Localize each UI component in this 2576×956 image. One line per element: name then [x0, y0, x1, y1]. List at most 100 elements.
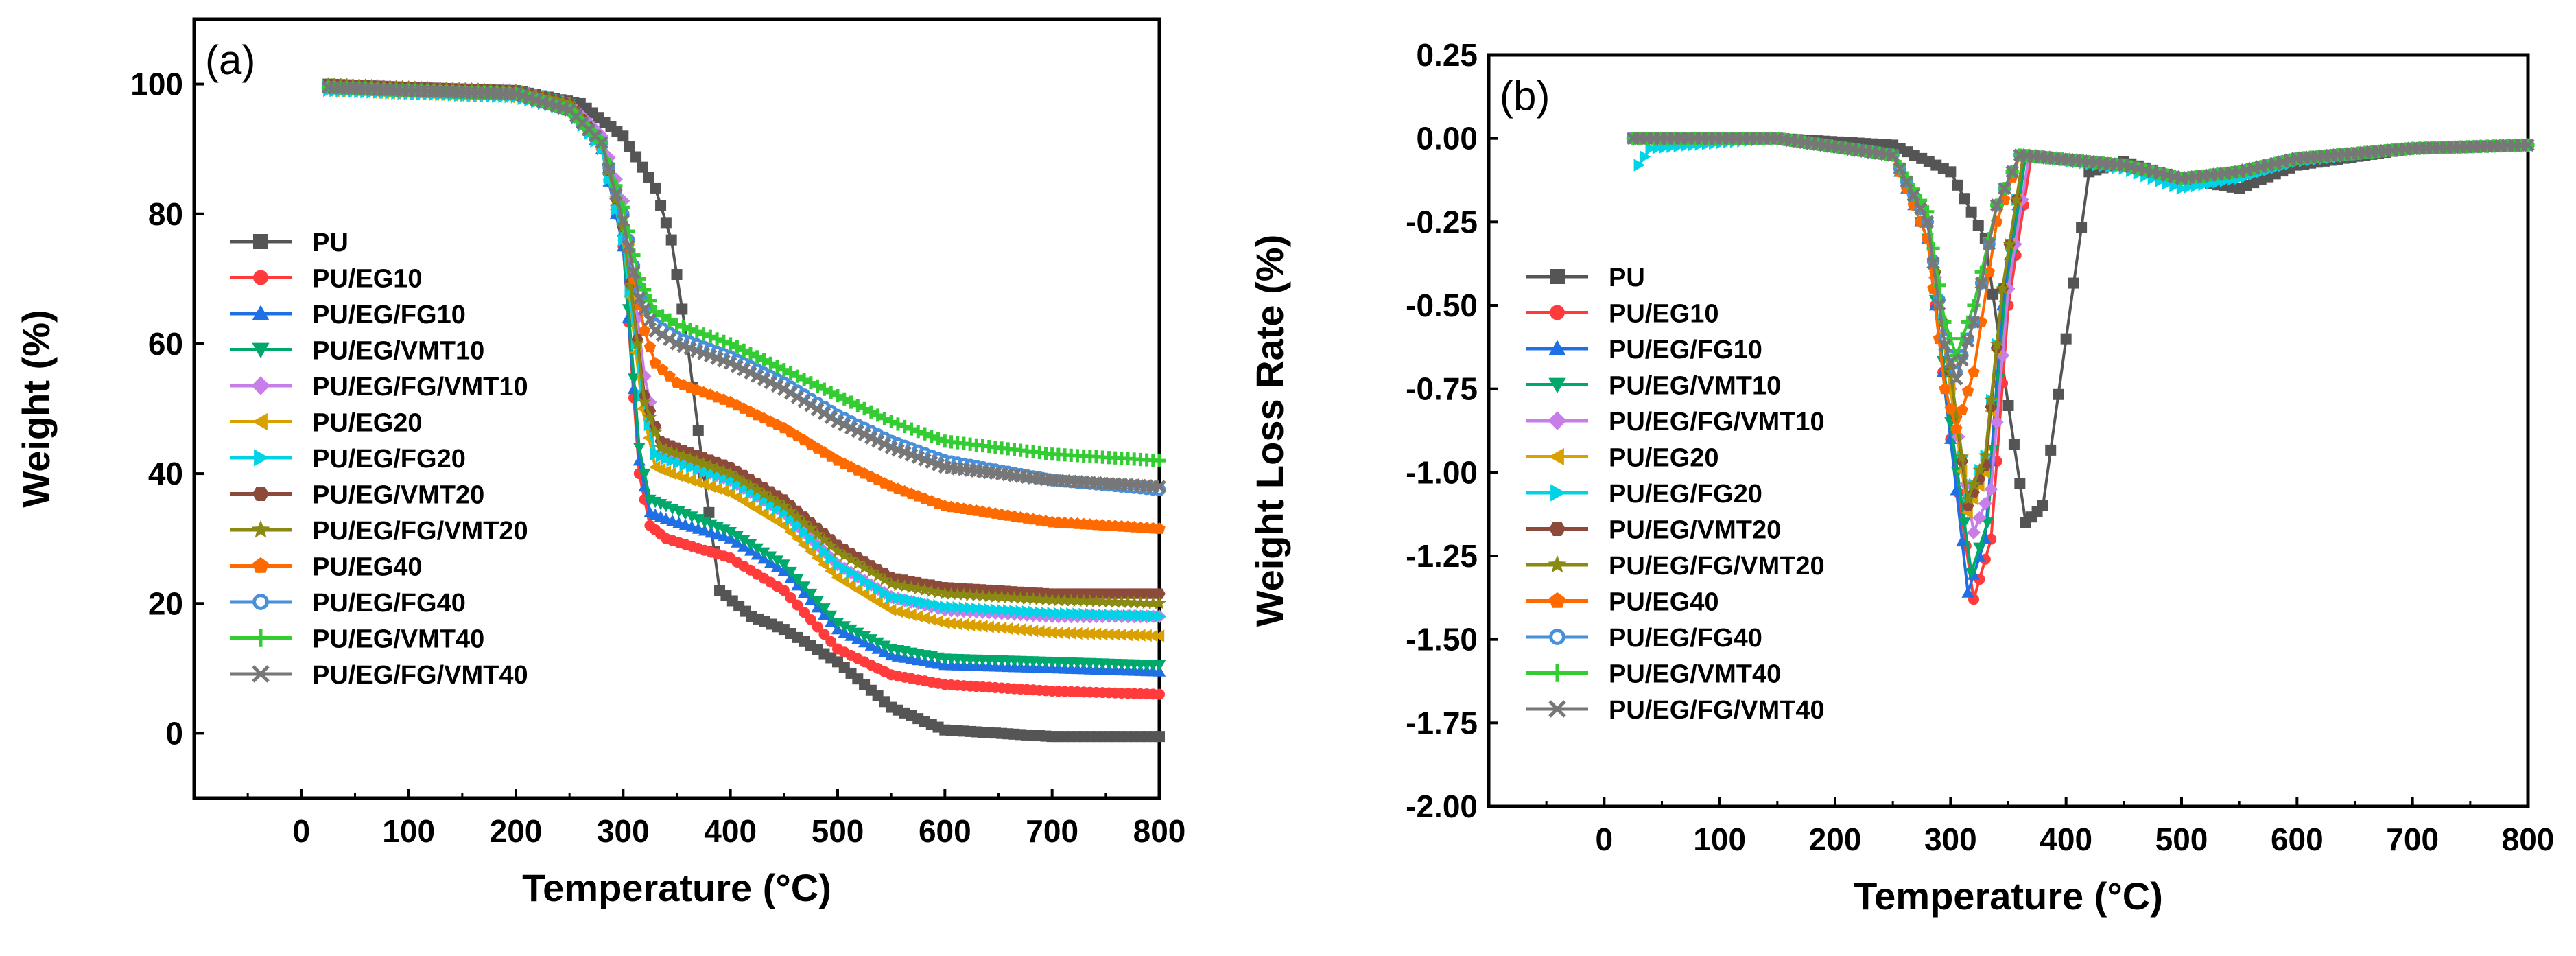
series-pu-eg-vmt20: [1627, 133, 2534, 511]
data-point-marker: [1033, 625, 1045, 638]
data-point-marker: [958, 601, 971, 614]
data-point-marker: [1083, 594, 1097, 607]
data-point-marker: [1886, 148, 1900, 162]
data-point-marker: [2014, 478, 2026, 489]
data-point-marker: [630, 336, 645, 350]
data-point-marker: [1926, 256, 1940, 270]
data-point-marker: [750, 369, 764, 383]
data-point-marker: [871, 568, 885, 582]
legend-label: PU/EG/VMT10: [312, 337, 484, 366]
data-point-marker: [1134, 629, 1146, 642]
data-point-marker: [710, 461, 724, 475]
legend-entry: PU/EG/FG/VMT40: [1526, 696, 1825, 725]
data-point-marker: [737, 474, 751, 488]
x-tick-label: 100: [382, 813, 435, 849]
x-tick-label: 0: [1596, 821, 1614, 857]
data-point-marker: [978, 603, 989, 616]
data-point-marker: [1140, 629, 1152, 642]
data-point-marker: [1129, 609, 1141, 622]
data-point-marker: [676, 320, 690, 334]
data-point-marker: [1115, 628, 1126, 642]
data-point-marker: [825, 610, 838, 622]
data-point-marker: [1121, 629, 1133, 642]
data-point-marker: [633, 291, 646, 305]
data-point-marker: [1932, 279, 1946, 292]
data-point-marker: [851, 399, 864, 412]
data-point-marker: [864, 431, 878, 445]
data-point-marker: [604, 173, 615, 186]
data-point-marker: [655, 328, 670, 342]
data-point-marker: [884, 415, 898, 429]
data-point-marker: [1956, 404, 1968, 415]
data-point-marker: [664, 445, 678, 458]
data-point-marker: [1950, 422, 1963, 434]
data-point-marker: [879, 586, 891, 600]
data-point-marker: [817, 533, 831, 546]
data-point-marker: [1949, 407, 1963, 421]
data-point-marker: [859, 574, 871, 587]
data-point-marker: [1952, 179, 1963, 191]
data-point-marker: [1091, 608, 1103, 621]
data-point-marker: [710, 332, 724, 346]
data-point-marker: [602, 161, 616, 176]
data-point-marker: [799, 607, 810, 618]
data-point-marker: [637, 302, 652, 316]
data-point-marker: [831, 544, 844, 557]
data-point-marker: [1987, 288, 1999, 300]
series-pu-eg20: [1627, 132, 2533, 519]
data-point-marker: [904, 580, 919, 594]
legend-label: PU: [1609, 264, 1645, 292]
data-point-marker: [750, 482, 764, 496]
data-point-marker: [853, 570, 864, 583]
data-point-marker: [970, 619, 982, 632]
data-point-marker: [792, 519, 804, 532]
data-point-marker: [777, 499, 791, 512]
data-point-marker: [595, 135, 608, 150]
series-line: [1633, 137, 2529, 573]
data-point-marker: [790, 369, 804, 383]
data-point-marker: [731, 531, 744, 543]
data-point-marker: [825, 636, 837, 647]
data-point-marker: [686, 460, 698, 474]
data-point-marker: [846, 566, 858, 579]
legend-label: PU/EG/VMT10: [1609, 372, 1781, 401]
data-point-marker: [797, 395, 811, 408]
data-point-marker: [982, 620, 994, 633]
data-point-marker: [1961, 334, 1975, 348]
data-point-marker: [1989, 198, 2004, 212]
data-point-marker: [924, 584, 938, 597]
x-tick-label: 500: [2155, 821, 2208, 857]
data-point-marker: [696, 456, 711, 470]
data-point-marker: [976, 620, 988, 633]
data-point-marker: [689, 454, 704, 467]
data-point-marker: [663, 313, 676, 327]
data-point-marker: [950, 587, 965, 601]
x-tick-label: 500: [812, 813, 864, 849]
series-pu-eg-fg-vmt20: [1626, 131, 2535, 505]
data-point-marker: [885, 603, 897, 616]
legend-marker: [254, 449, 270, 467]
data-point-marker: [671, 269, 683, 281]
legend-marker: [252, 665, 270, 683]
data-point-marker: [1041, 606, 1052, 620]
data-point-marker: [1944, 402, 1957, 415]
x-tick-label: 0: [293, 813, 311, 849]
data-point-marker: [1026, 625, 1039, 638]
data-point-marker: [717, 334, 731, 348]
data-point-marker: [676, 449, 691, 463]
data-point-marker: [770, 360, 784, 373]
data-point-marker: [764, 551, 777, 563]
data-point-marker: [866, 578, 878, 592]
data-point-marker: [703, 459, 718, 472]
data-point-marker: [1943, 332, 1957, 346]
data-point-marker: [703, 506, 715, 518]
legend-entry: PU/EG/FG40: [230, 589, 466, 618]
data-point-marker: [871, 408, 885, 422]
legend-label: PU/EG/FG/VMT40: [1609, 696, 1825, 725]
legend-label: PU/EG/VMT20: [312, 481, 484, 510]
data-point-marker: [2005, 165, 2019, 179]
legend-label: PU/EG10: [312, 265, 423, 294]
data-point-marker: [1972, 220, 1984, 231]
data-point-marker: [832, 558, 844, 571]
x-tick-label: 400: [704, 813, 757, 849]
